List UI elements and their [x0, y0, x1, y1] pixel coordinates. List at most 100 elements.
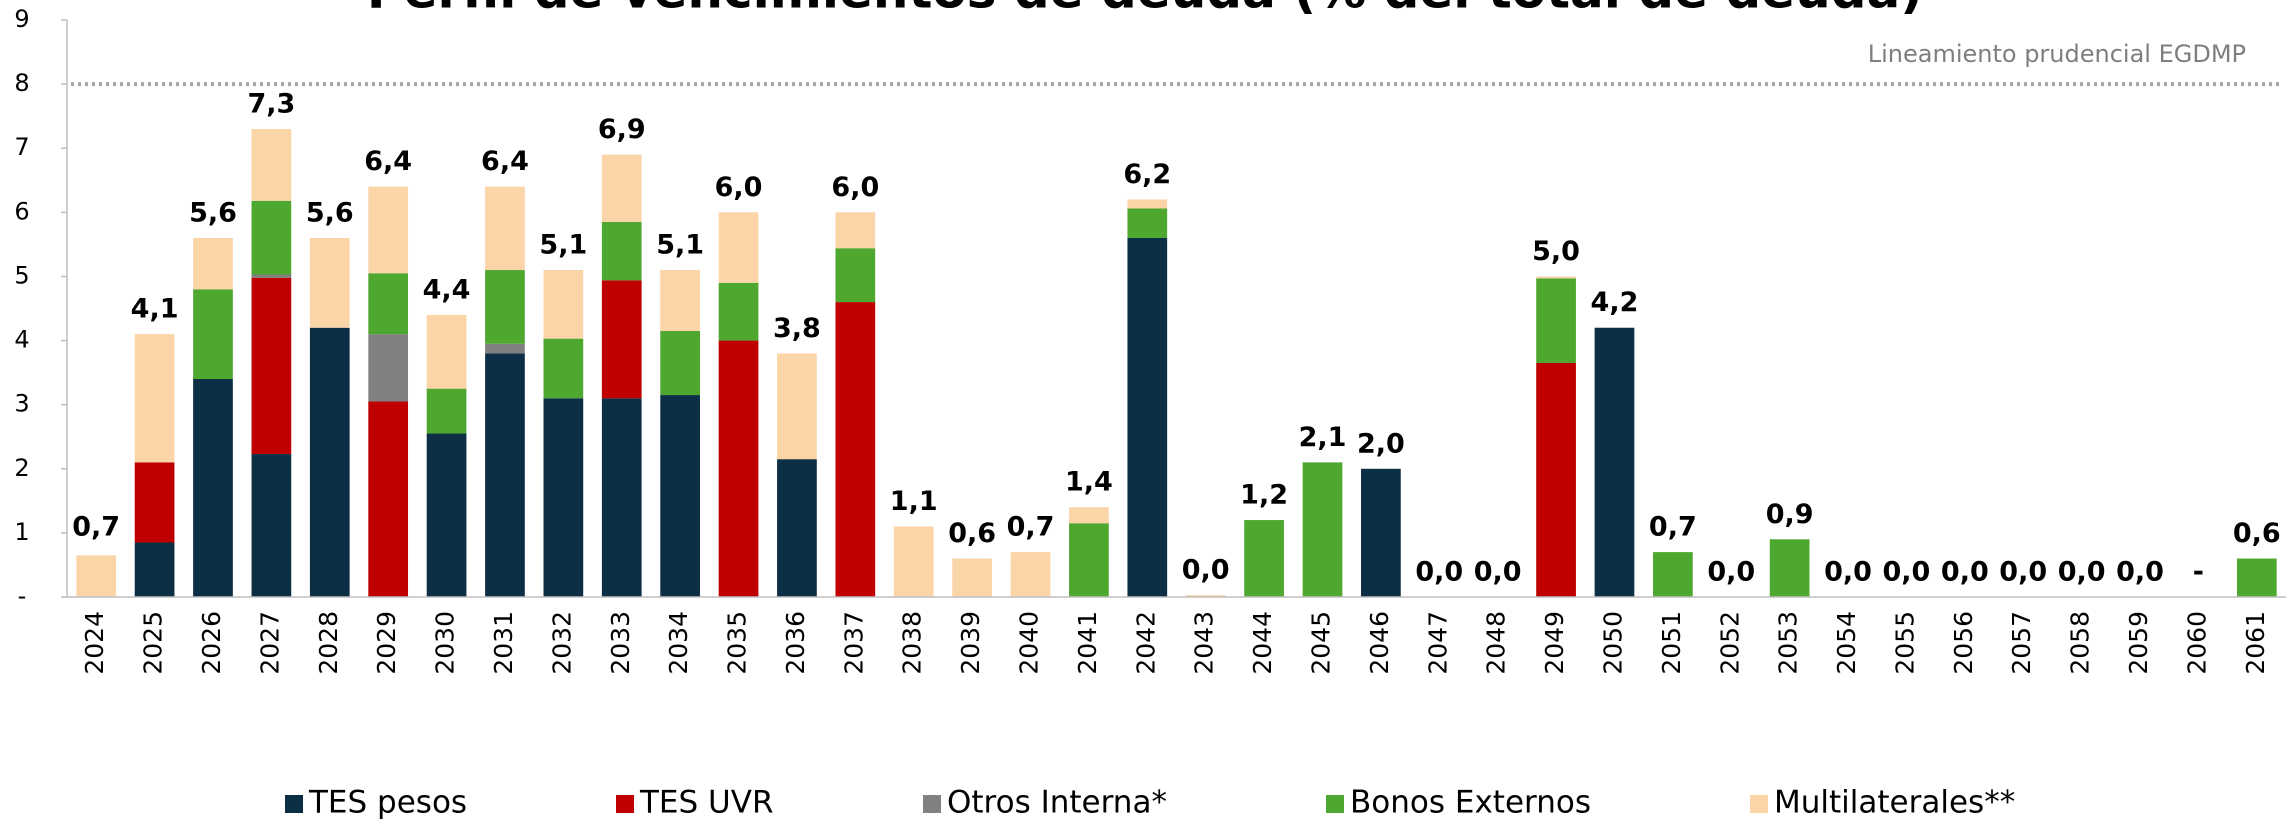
legend-label: Multilaterales**: [1774, 785, 2015, 819]
bar-segment: [601, 221, 642, 281]
bar-segment: [134, 334, 175, 463]
total-label: 5,1: [539, 230, 587, 261]
total-label: 0,0: [1824, 557, 1872, 588]
bar-segment: [2236, 558, 2277, 597]
total-label: 0,0: [1707, 557, 1755, 588]
bar-segment: [193, 379, 233, 597]
bar-segment: [718, 340, 759, 597]
bar-segment: [893, 526, 934, 597]
bar-segment: [601, 398, 642, 597]
total-label: 0,0: [1182, 555, 1230, 586]
total-label: 4,1: [131, 294, 179, 325]
x-tick-label: 2029: [372, 611, 401, 675]
total-label: 0,9: [1766, 499, 1814, 530]
bar-segment: [1244, 520, 1284, 597]
y-tick-label: -: [18, 582, 27, 610]
bar-segment: [543, 270, 584, 339]
bar-segment: [718, 282, 759, 341]
total-label: 5,0: [1532, 236, 1580, 267]
x-tick-label: 2031: [489, 611, 518, 675]
x-tick-label: 2061: [2241, 611, 2270, 675]
y-tick-label: 6: [14, 197, 29, 225]
total-label: 2,0: [1357, 428, 1405, 459]
bar-segment: [1185, 595, 1226, 597]
bar-segment: [485, 353, 525, 597]
total-label: 6,0: [715, 172, 763, 203]
y-tick-label: 3: [14, 390, 29, 418]
x-tick-label: 2052: [1715, 611, 1744, 675]
bar-segment: [718, 212, 759, 283]
bar-segment: [660, 330, 700, 396]
bar-segment: [368, 186, 409, 274]
y-tick-label: 4: [14, 326, 29, 354]
bar-segment: [368, 401, 409, 597]
bar-segment: [1069, 507, 1109, 524]
bar-segment: [76, 555, 117, 597]
bar-segment: [426, 388, 467, 434]
x-tick-label: 2026: [197, 611, 226, 675]
reference-label: Lineamiento prudencial EGDMP: [1868, 40, 2246, 68]
bar-segment: [660, 270, 700, 331]
bar-segment: [1127, 237, 1168, 597]
bar-segment: [426, 433, 467, 597]
bar-segment: [1069, 523, 1109, 597]
total-label: 1,4: [1065, 467, 1113, 498]
x-tick-label: 2038: [898, 611, 927, 675]
y-tick-label: 2: [14, 454, 29, 482]
y-tick-label: 7: [14, 133, 29, 161]
x-tick-label: 2054: [1832, 611, 1861, 675]
bar-segment: [1594, 327, 1635, 597]
total-label: 7,3: [247, 88, 295, 119]
x-tick-label: 2033: [606, 611, 635, 675]
total-label: 6,0: [831, 172, 879, 203]
total-label: 0,0: [1415, 557, 1463, 588]
total-label: 0,0: [2116, 557, 2164, 588]
bar-segment: [952, 558, 992, 597]
x-tick-label: 2058: [2066, 611, 2095, 675]
bar-segment: [1653, 552, 1693, 597]
bar-segment: [835, 302, 876, 597]
bar-segment: [251, 454, 292, 597]
total-label: 1,1: [890, 486, 938, 517]
bar-segment: [543, 338, 584, 399]
total-label: 2,1: [1299, 422, 1347, 453]
bar-segment: [485, 186, 525, 271]
legend-label: TES UVR: [639, 785, 774, 819]
chart-title: Perfil de vencimientos de deuda (% del t…: [367, 0, 1923, 20]
x-tick-label: 2047: [1423, 611, 1452, 675]
legend-label: Bonos Externos: [1350, 785, 1591, 819]
x-tick-label: 2037: [839, 611, 868, 675]
bar-segment: [368, 273, 409, 335]
x-tick-label: 2049: [1540, 611, 1569, 675]
total-label: 0,0: [1999, 557, 2047, 588]
x-tick-label: 2048: [1482, 611, 1511, 675]
total-label: -: [2193, 557, 2204, 588]
x-tick-label: 2045: [1306, 611, 1335, 675]
x-tick-label: 2057: [2007, 611, 2036, 675]
x-tick-label: 2053: [1774, 611, 1803, 675]
legend-swatch: [285, 795, 303, 813]
x-tick-label: 2034: [664, 611, 693, 675]
total-label: 4,4: [423, 274, 471, 305]
total-label: 0,6: [948, 518, 996, 549]
total-label: 1,2: [1240, 480, 1288, 511]
bar-segment: [835, 248, 876, 303]
bar-segment: [777, 353, 817, 460]
bar-segment: [309, 237, 350, 328]
bar-segment: [601, 154, 642, 222]
bar-segment: [1361, 468, 1401, 597]
bar-segment: [485, 343, 525, 354]
y-tick-label: 5: [14, 261, 29, 289]
x-tick-label: 2032: [547, 611, 576, 675]
legend-swatch: [1750, 795, 1768, 813]
total-label: 0,0: [1883, 557, 1931, 588]
x-tick-label: 2043: [1190, 611, 1219, 675]
bar-segment: [426, 314, 467, 389]
x-tick-label: 2036: [781, 611, 810, 675]
x-tick-label: 2028: [314, 611, 343, 675]
x-tick-label: 2042: [1131, 611, 1160, 675]
bar-segment: [134, 542, 175, 597]
x-tick-label: 2027: [255, 611, 284, 675]
bar-segment: [251, 200, 292, 275]
